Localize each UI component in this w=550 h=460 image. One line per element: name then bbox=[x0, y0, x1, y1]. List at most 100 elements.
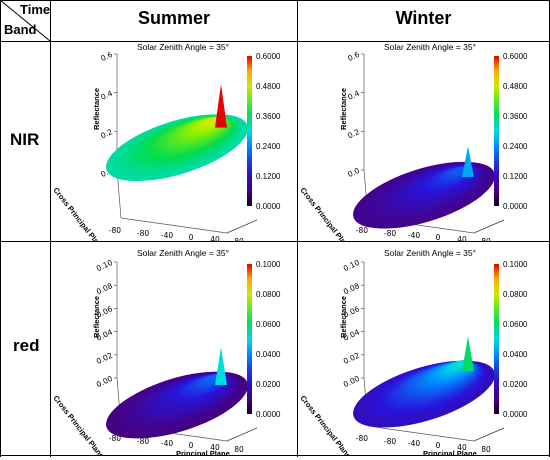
x-tick-label: -80 bbox=[137, 229, 149, 238]
colorbar-tick-label: 0.0800 bbox=[503, 290, 528, 299]
z-tick-label: 0.0 bbox=[346, 166, 361, 179]
z-axis-title: Reflectance bbox=[92, 88, 101, 130]
depth-tick-label: -80 bbox=[109, 226, 121, 235]
colorbar-tick-label: 0.1200 bbox=[256, 172, 281, 181]
top-border bbox=[0, 0, 550, 1]
x-axis-title: Principal Plane bbox=[176, 449, 230, 455]
floor-edge bbox=[473, 219, 505, 234]
colorbar-tick-label: 0.0200 bbox=[503, 380, 528, 389]
solar-zenith-title: Solar Zenith Angle = 35° bbox=[137, 42, 230, 52]
solar-zenith-title: Solar Zenith Angle = 35° bbox=[137, 248, 230, 258]
hotspot-spike bbox=[462, 146, 474, 178]
x-tick-label: 40 bbox=[210, 443, 220, 452]
z-tick-label: 0.08 bbox=[95, 281, 114, 296]
colorbar-tick-label: 0.0200 bbox=[256, 380, 281, 389]
colorbar-tick-label: 0.4800 bbox=[503, 82, 528, 91]
hotspot-spike bbox=[215, 84, 227, 128]
hotspot-spike bbox=[215, 347, 227, 386]
colorbar-tick-label: 0.3600 bbox=[503, 112, 528, 121]
left-border bbox=[0, 0, 1, 457]
x-tick-label: 0 bbox=[189, 441, 194, 450]
solar-zenith-title: Solar Zenith Angle = 35° bbox=[384, 42, 477, 52]
header-divider bbox=[0, 41, 550, 42]
z-axis-title: Reflectance bbox=[92, 296, 101, 338]
depth-axis-title: Cross Principal Plane bbox=[298, 394, 353, 455]
x-tick-label: -40 bbox=[161, 231, 173, 240]
x-tick-label: -80 bbox=[384, 437, 396, 446]
colorbar-tick-label: 0.1000 bbox=[503, 260, 528, 269]
bottom-border bbox=[0, 455, 550, 456]
x-tick-label: 80 bbox=[234, 237, 244, 241]
z-tick-label: 0.2 bbox=[346, 127, 361, 140]
colorbar-tick-label: 0.4800 bbox=[256, 82, 281, 91]
x-tick-label: 80 bbox=[481, 237, 491, 241]
x-tick-label: 40 bbox=[457, 235, 467, 241]
z-tick-label: 0.10 bbox=[342, 258, 361, 273]
brdf-surface bbox=[353, 146, 495, 229]
z-axis-title: Reflectance bbox=[339, 296, 348, 338]
colorbar-tick-label: 0.1000 bbox=[256, 260, 281, 269]
x-tick-label: 80 bbox=[481, 445, 491, 454]
x-tick-label: 0 bbox=[436, 441, 441, 450]
colorbar-tick-label: 0.0600 bbox=[503, 320, 528, 329]
colorbar-tick-label: 0.0800 bbox=[256, 290, 281, 299]
x-tick-label: -80 bbox=[137, 437, 149, 446]
x-tick-label: -40 bbox=[408, 231, 420, 240]
colorbar-tick-label: 0.0000 bbox=[256, 410, 281, 419]
row-label-nir: NIR bbox=[10, 130, 40, 149]
brdf-surface-plot: 0.00.20.40.6Reflectance-80-4004080Princi… bbox=[298, 50, 528, 252]
brdf-surface-plot: 0.00.20.40.6Reflectance-80-4004080Princi… bbox=[51, 50, 281, 252]
column-header-summer: Summer bbox=[137, 8, 211, 28]
x-tick-label: 0 bbox=[189, 233, 194, 241]
x-tick-label: 40 bbox=[210, 235, 220, 241]
colorbar bbox=[494, 264, 499, 414]
panel-nir-winter: Solar Zenith Angle = 35° 0.0 0.2 0.4 0.6 Ref… bbox=[298, 42, 549, 252]
brdf-surface bbox=[106, 347, 248, 439]
label-divider bbox=[50, 0, 51, 457]
z-tick-label: 0.10 bbox=[95, 258, 114, 273]
z-tick-label: 0.4 bbox=[346, 88, 361, 101]
z-tick-label: 0.08 bbox=[342, 281, 361, 296]
x-tick-label: 80 bbox=[234, 445, 244, 454]
x-tick-label: 40 bbox=[457, 443, 467, 452]
colorbar-tick-label: 0.6000 bbox=[503, 52, 528, 61]
depth-tick-label: -80 bbox=[109, 434, 121, 443]
colorbar bbox=[247, 56, 252, 206]
row-label-red: red bbox=[13, 336, 40, 355]
colorbar-tick-label: 0.6000 bbox=[256, 52, 281, 61]
z-axis-title: Reflectance bbox=[339, 88, 348, 130]
colorbar-tick-label: 0.2400 bbox=[503, 142, 528, 151]
colorbar bbox=[494, 56, 499, 206]
x-tick-label: -40 bbox=[161, 439, 173, 448]
x-tick-label: 0 bbox=[436, 233, 441, 241]
z-tick-label: 0.02 bbox=[342, 351, 361, 366]
column-divider bbox=[297, 0, 298, 457]
brdf-surface bbox=[106, 84, 248, 181]
depth-axis-title: Cross Principal Plane bbox=[51, 186, 106, 241]
x-tick-label: -40 bbox=[408, 439, 420, 448]
z-tick-label: 0.6 bbox=[346, 50, 361, 63]
x-tick-label: -80 bbox=[384, 229, 396, 238]
floor-edge bbox=[226, 219, 258, 234]
hotspot-spike bbox=[462, 336, 474, 372]
panel-red-summer: Solar Zenith Angle = 35° 0.00 0.02 0.04 0.0… bbox=[51, 242, 297, 460]
row-divider bbox=[0, 241, 550, 242]
colorbar-tick-label: 0.1200 bbox=[503, 172, 528, 181]
colorbar-tick-label: 0.2400 bbox=[256, 142, 281, 151]
corner-time-label: Time bbox=[20, 2, 51, 17]
solar-zenith-title: Solar Zenith Angle = 35° bbox=[384, 248, 477, 258]
x-axis-title: Principal Plane bbox=[423, 449, 477, 455]
colorbar-tick-label: 0.0400 bbox=[503, 350, 528, 359]
depth-tick-label: -80 bbox=[356, 226, 368, 235]
z-tick-label: 0.2 bbox=[99, 127, 114, 140]
panel-red-winter: Solar Zenith Angle = 35° 0.00 0.02 0.04 0.0… bbox=[298, 242, 549, 460]
floor-edge bbox=[226, 427, 258, 442]
z-tick-label: 0.00 bbox=[95, 374, 114, 389]
column-header-winter: Winter bbox=[395, 8, 452, 28]
floor-edge bbox=[473, 427, 505, 442]
colorbar bbox=[247, 264, 252, 414]
colorbar-tick-label: 0.0600 bbox=[256, 320, 281, 329]
